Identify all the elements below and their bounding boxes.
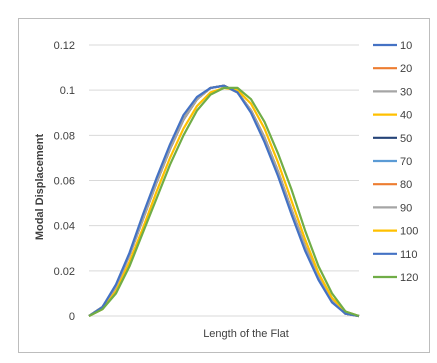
- legend: 10 20 30 40 50 70 80 90 100 110 120: [373, 40, 418, 284]
- gridlines: [89, 44, 359, 317]
- y-axis-title: Modal Displacement: [34, 133, 46, 240]
- chart-frame: 0 0.02 0.04 0.06 0.08 0.1 0.12 Modal Displacem…: [18, 18, 430, 353]
- series-line-110: [88, 84, 360, 318]
- series-lines: [88, 84, 360, 318]
- legend-label-110: 110: [400, 249, 418, 261]
- legend-label-20: 20: [400, 63, 412, 75]
- y-tick-label: 0.02: [54, 266, 75, 278]
- legend-label-70: 70: [400, 156, 412, 168]
- legend-label-90: 90: [400, 202, 412, 214]
- y-tick-label: 0: [69, 311, 75, 323]
- legend-label-10: 10: [400, 40, 412, 52]
- legend-label-80: 80: [400, 179, 412, 191]
- legend-label-30: 30: [400, 86, 412, 98]
- line-chart: 0 0.02 0.04 0.06 0.08 0.1 0.12 Modal Displacem…: [34, 40, 418, 340]
- y-tick-label: 0.1: [60, 85, 75, 97]
- legend-label-40: 40: [400, 110, 412, 122]
- legend-label-120: 120: [400, 272, 418, 284]
- series-line-120: [88, 86, 360, 318]
- y-tick-labels: 0 0.02 0.04 0.06 0.08 0.1 0.12: [54, 40, 75, 323]
- y-tick-label: 0.08: [54, 130, 75, 142]
- y-tick-label: 0.04: [54, 221, 75, 233]
- legend-label-50: 50: [400, 133, 412, 145]
- y-tick-label: 0.06: [54, 176, 75, 188]
- y-tick-label: 0.12: [54, 40, 75, 52]
- legend-label-100: 100: [400, 226, 418, 238]
- x-axis-title: Length of the Flat: [203, 328, 289, 340]
